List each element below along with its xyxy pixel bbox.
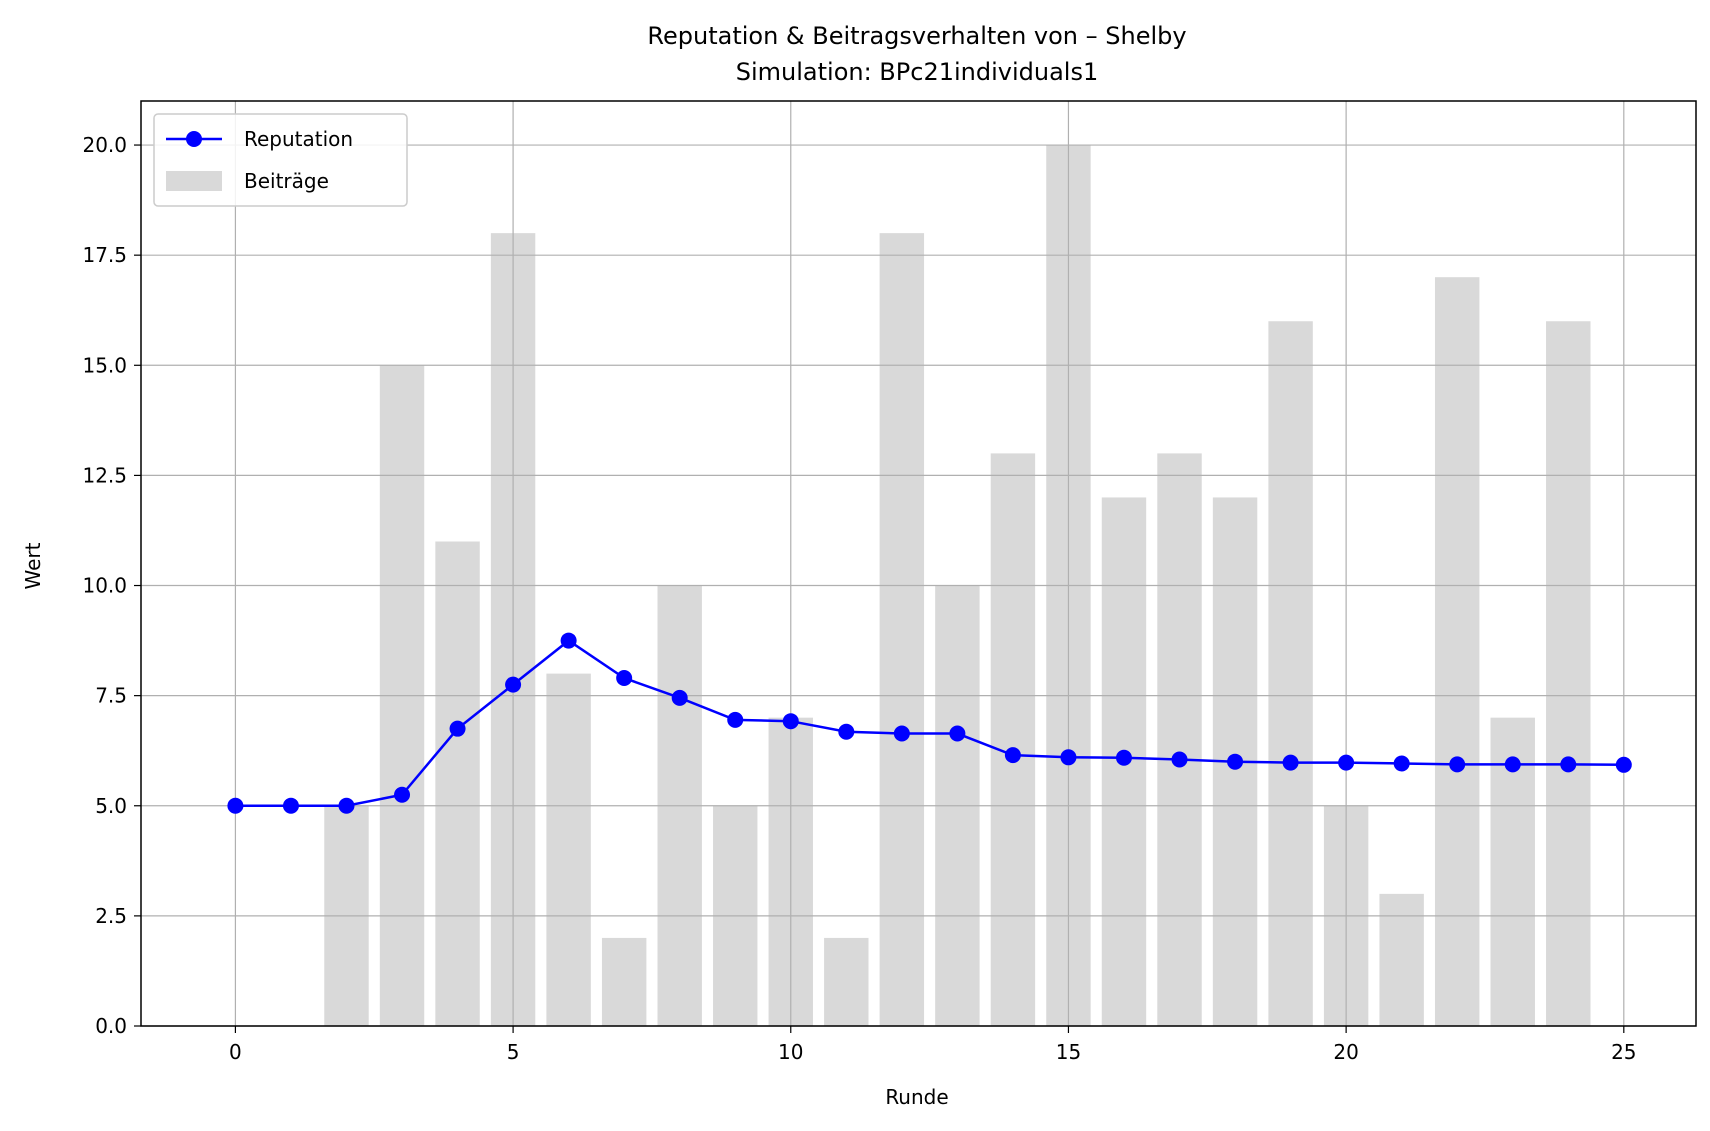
bar-beitraege-14 <box>990 453 1036 1026</box>
reputation-point-1 <box>282 797 299 814</box>
bar-beitraege-12 <box>879 233 925 1027</box>
reputation-point-24 <box>1560 756 1577 773</box>
reputation-point-12 <box>893 725 910 742</box>
y-tick-label-7.5: 7.5 <box>95 684 127 708</box>
chart-subtitle: Simulation: BPc21individuals1 <box>736 58 1098 86</box>
reputation-point-16 <box>1115 749 1132 766</box>
legend-reputation-label: Reputation <box>244 127 353 151</box>
reputation-point-0 <box>227 797 244 814</box>
bar-beitraege-17 <box>1157 453 1202 1026</box>
y-tick-label-0: 0.0 <box>95 1014 127 1038</box>
reputation-point-13 <box>949 725 966 742</box>
reputation-point-5 <box>505 676 522 693</box>
x-axis-ticks: 0 5 10 15 20 25 <box>229 1026 1637 1064</box>
y-tick-label-12.5: 12.5 <box>82 463 127 487</box>
reputation-point-22 <box>1449 756 1466 773</box>
x-tick-label-5: 5 <box>507 1040 520 1064</box>
y-tick-label-10: 10.0 <box>82 574 127 598</box>
reputation-point-9 <box>727 711 744 728</box>
reputation-point-19 <box>1282 754 1299 771</box>
grid-lines <box>141 101 1696 1027</box>
x-tick-label-10: 10 <box>778 1040 803 1064</box>
x-tick-label-25: 25 <box>1611 1040 1636 1064</box>
x-tick-label-20: 20 <box>1333 1040 1358 1064</box>
y-tick-label-15: 15.0 <box>82 353 127 377</box>
reputation-point-25 <box>1615 756 1632 773</box>
reputation-point-21 <box>1393 755 1410 772</box>
reputation-point-20 <box>1338 754 1355 771</box>
reputation-point-4 <box>449 720 466 737</box>
reputation-point-6 <box>560 632 577 649</box>
reputation-point-7 <box>616 670 633 687</box>
reputation-point-11 <box>838 723 855 740</box>
line-series <box>227 632 1632 814</box>
reputation-point-17 <box>1171 751 1188 768</box>
bar-beitraege-24 <box>1546 321 1591 1026</box>
reputation-point-10 <box>782 713 799 730</box>
legend-beitraege-label: Beiträge <box>244 169 329 193</box>
bar-beitraege-22 <box>1434 277 1480 1026</box>
bar-beitraege-21 <box>1379 893 1424 1026</box>
reputation-point-14 <box>1004 747 1021 764</box>
chart-title: Reputation & Beitragsverhalten von – She… <box>647 22 1186 50</box>
legend-beitraege-swatch <box>166 171 222 191</box>
y-tick-label-5: 5.0 <box>95 794 127 818</box>
bar-beitraege-6 <box>546 673 591 1026</box>
x-tick-label-0: 0 <box>229 1040 242 1064</box>
plot-frame <box>140 100 1697 1027</box>
bar-beitraege-19 <box>1268 321 1313 1026</box>
x-axis-label: Runde <box>885 1085 948 1109</box>
reputation-point-8 <box>671 689 688 706</box>
x-tick-label-15: 15 <box>1056 1040 1081 1064</box>
bar-beitraege-4 <box>435 541 480 1026</box>
legend: Reputation Beiträge <box>153 113 408 207</box>
reputation-point-18 <box>1227 753 1244 770</box>
reputation-line <box>235 639 1624 808</box>
y-axis-label: Wert <box>21 542 45 589</box>
y-axis-ticks: 0.0 2.5 5.0 7.5 10.0 12.5 15.0 17.5 20.0 <box>82 133 141 1038</box>
bar-beitraege-7 <box>601 937 647 1026</box>
reputation-point-3 <box>394 786 411 803</box>
y-tick-label-17.5: 17.5 <box>82 243 127 267</box>
reputation-point-15 <box>1060 749 1077 766</box>
reputation-point-23 <box>1504 756 1521 773</box>
bar-beitraege-11 <box>824 937 869 1026</box>
reputation-point-2 <box>338 797 355 814</box>
y-tick-label-2.5: 2.5 <box>95 904 127 928</box>
y-tick-label-20: 20.0 <box>82 133 127 157</box>
legend-reputation-marker <box>186 131 202 147</box>
